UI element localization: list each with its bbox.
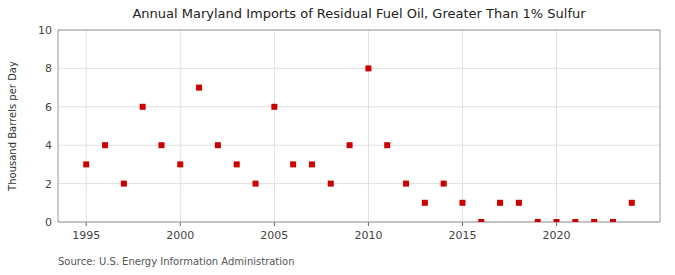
x-grid-line [86, 30, 87, 222]
y-grid-line [58, 68, 660, 69]
points [83, 65, 635, 222]
point [102, 142, 108, 148]
plot-frame [58, 30, 660, 222]
x-tick [556, 222, 557, 226]
point [347, 142, 353, 148]
point [591, 219, 597, 222]
point [572, 219, 578, 222]
point [610, 219, 616, 222]
x-grid-line [462, 30, 463, 222]
point [196, 85, 202, 91]
grid [58, 30, 660, 222]
point [497, 200, 503, 206]
x-tick-label: 2000 [166, 229, 194, 242]
x-tick-label: 2005 [260, 229, 288, 242]
y-axis-label: Thousand Barrels per Day [7, 61, 18, 192]
y-tick-label: 10 [38, 24, 52, 37]
x-tick [368, 222, 369, 226]
point [253, 181, 259, 187]
x-tick [462, 222, 463, 226]
y-grid-line [58, 106, 660, 107]
x-grid-line [556, 30, 557, 222]
x-tick-label: 2010 [354, 229, 382, 242]
point [290, 161, 296, 167]
point [365, 65, 371, 71]
y-grid-line [58, 145, 660, 146]
point [535, 219, 541, 222]
point [271, 104, 277, 110]
point [441, 181, 447, 187]
point [516, 200, 522, 206]
y-tick-label: 2 [45, 178, 52, 191]
point [459, 200, 465, 206]
y-grid-line [58, 183, 660, 184]
x-tick-label: 2020 [543, 229, 571, 242]
title: Annual Maryland Imports of Residual Fuel… [132, 6, 586, 21]
point [234, 161, 240, 167]
x-tick [86, 222, 87, 226]
point [478, 219, 484, 222]
point [422, 200, 428, 206]
point [309, 161, 315, 167]
y-tick-label: 4 [45, 139, 52, 152]
annotation: Source: U.S. Energy Information Administ… [58, 256, 295, 267]
x-tick-label: 2015 [448, 229, 476, 242]
point [215, 142, 221, 148]
point [158, 142, 164, 148]
point [403, 181, 409, 187]
x-tick-label: 1995 [72, 229, 100, 242]
point [140, 104, 146, 110]
y-tick-label: 6 [45, 101, 52, 114]
y-tick-label: 0 [45, 216, 52, 229]
point [177, 161, 183, 167]
x-grid-line [368, 30, 369, 222]
point [83, 161, 89, 167]
x-tick [274, 222, 275, 226]
point [629, 200, 635, 206]
point [328, 181, 334, 187]
point [554, 219, 560, 222]
y-tick-label: 8 [45, 62, 52, 75]
x-grid-line [274, 30, 275, 222]
x-grid-line [180, 30, 181, 222]
x-tick [180, 222, 181, 226]
point [384, 142, 390, 148]
chart: 0 2 4 6 8 10 1995 2000 2005 2010 2015 2020 Annual Ma… [0, 0, 675, 275]
point [121, 181, 127, 187]
